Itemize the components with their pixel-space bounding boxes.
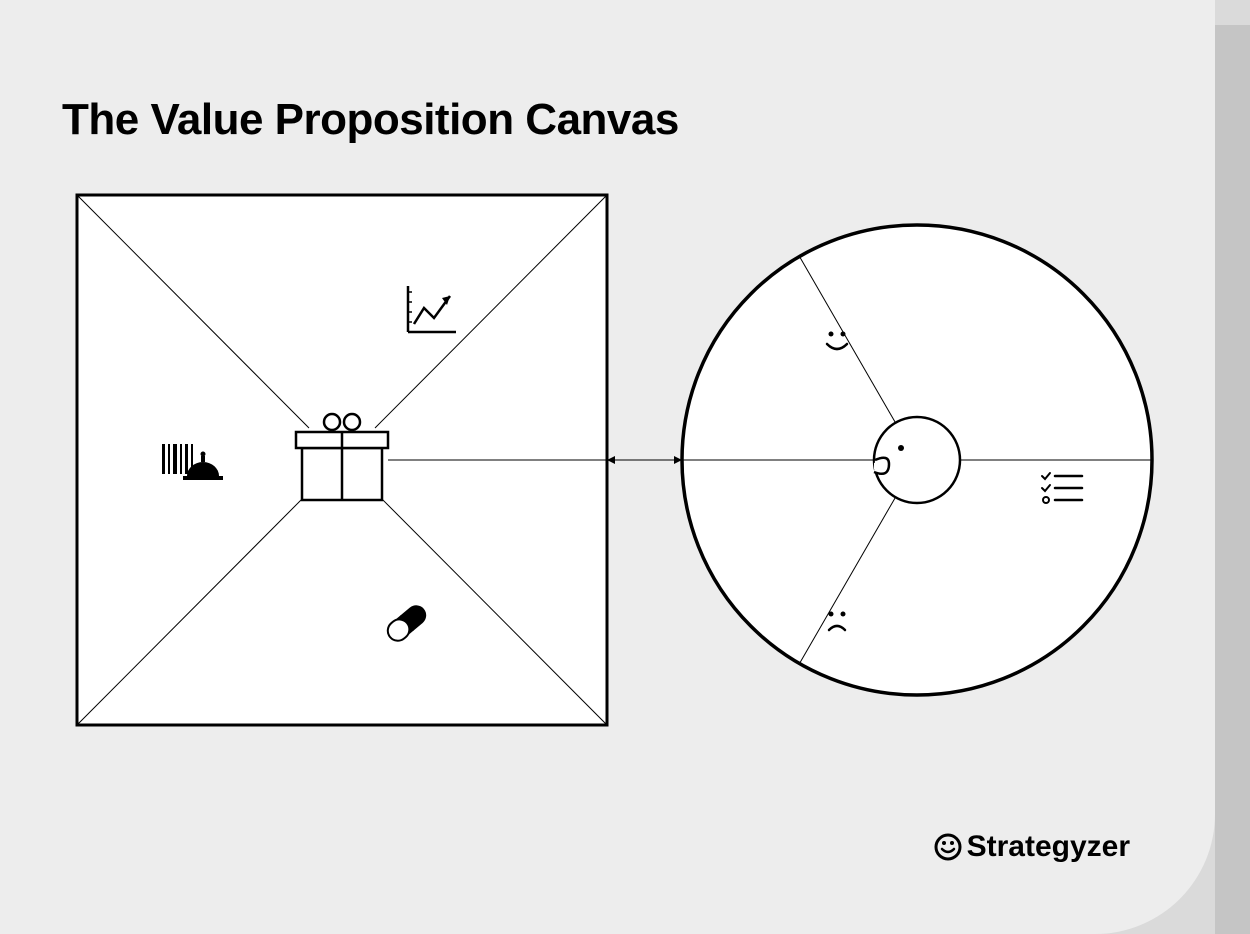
page-shadow: [1215, 25, 1250, 934]
brand-text: Strategyzer: [967, 830, 1130, 864]
customer-face-icon: [874, 417, 960, 503]
connection-arrow: [607, 456, 682, 464]
strategyzer-icon: [933, 832, 963, 862]
value-proposition-canvas: [62, 185, 1182, 755]
page-title: The Value Proposition Canvas: [62, 95, 679, 145]
canvas-page: The Value Proposition Canvas: [0, 0, 1215, 934]
brand-logo: Strategyzer: [933, 830, 1130, 864]
